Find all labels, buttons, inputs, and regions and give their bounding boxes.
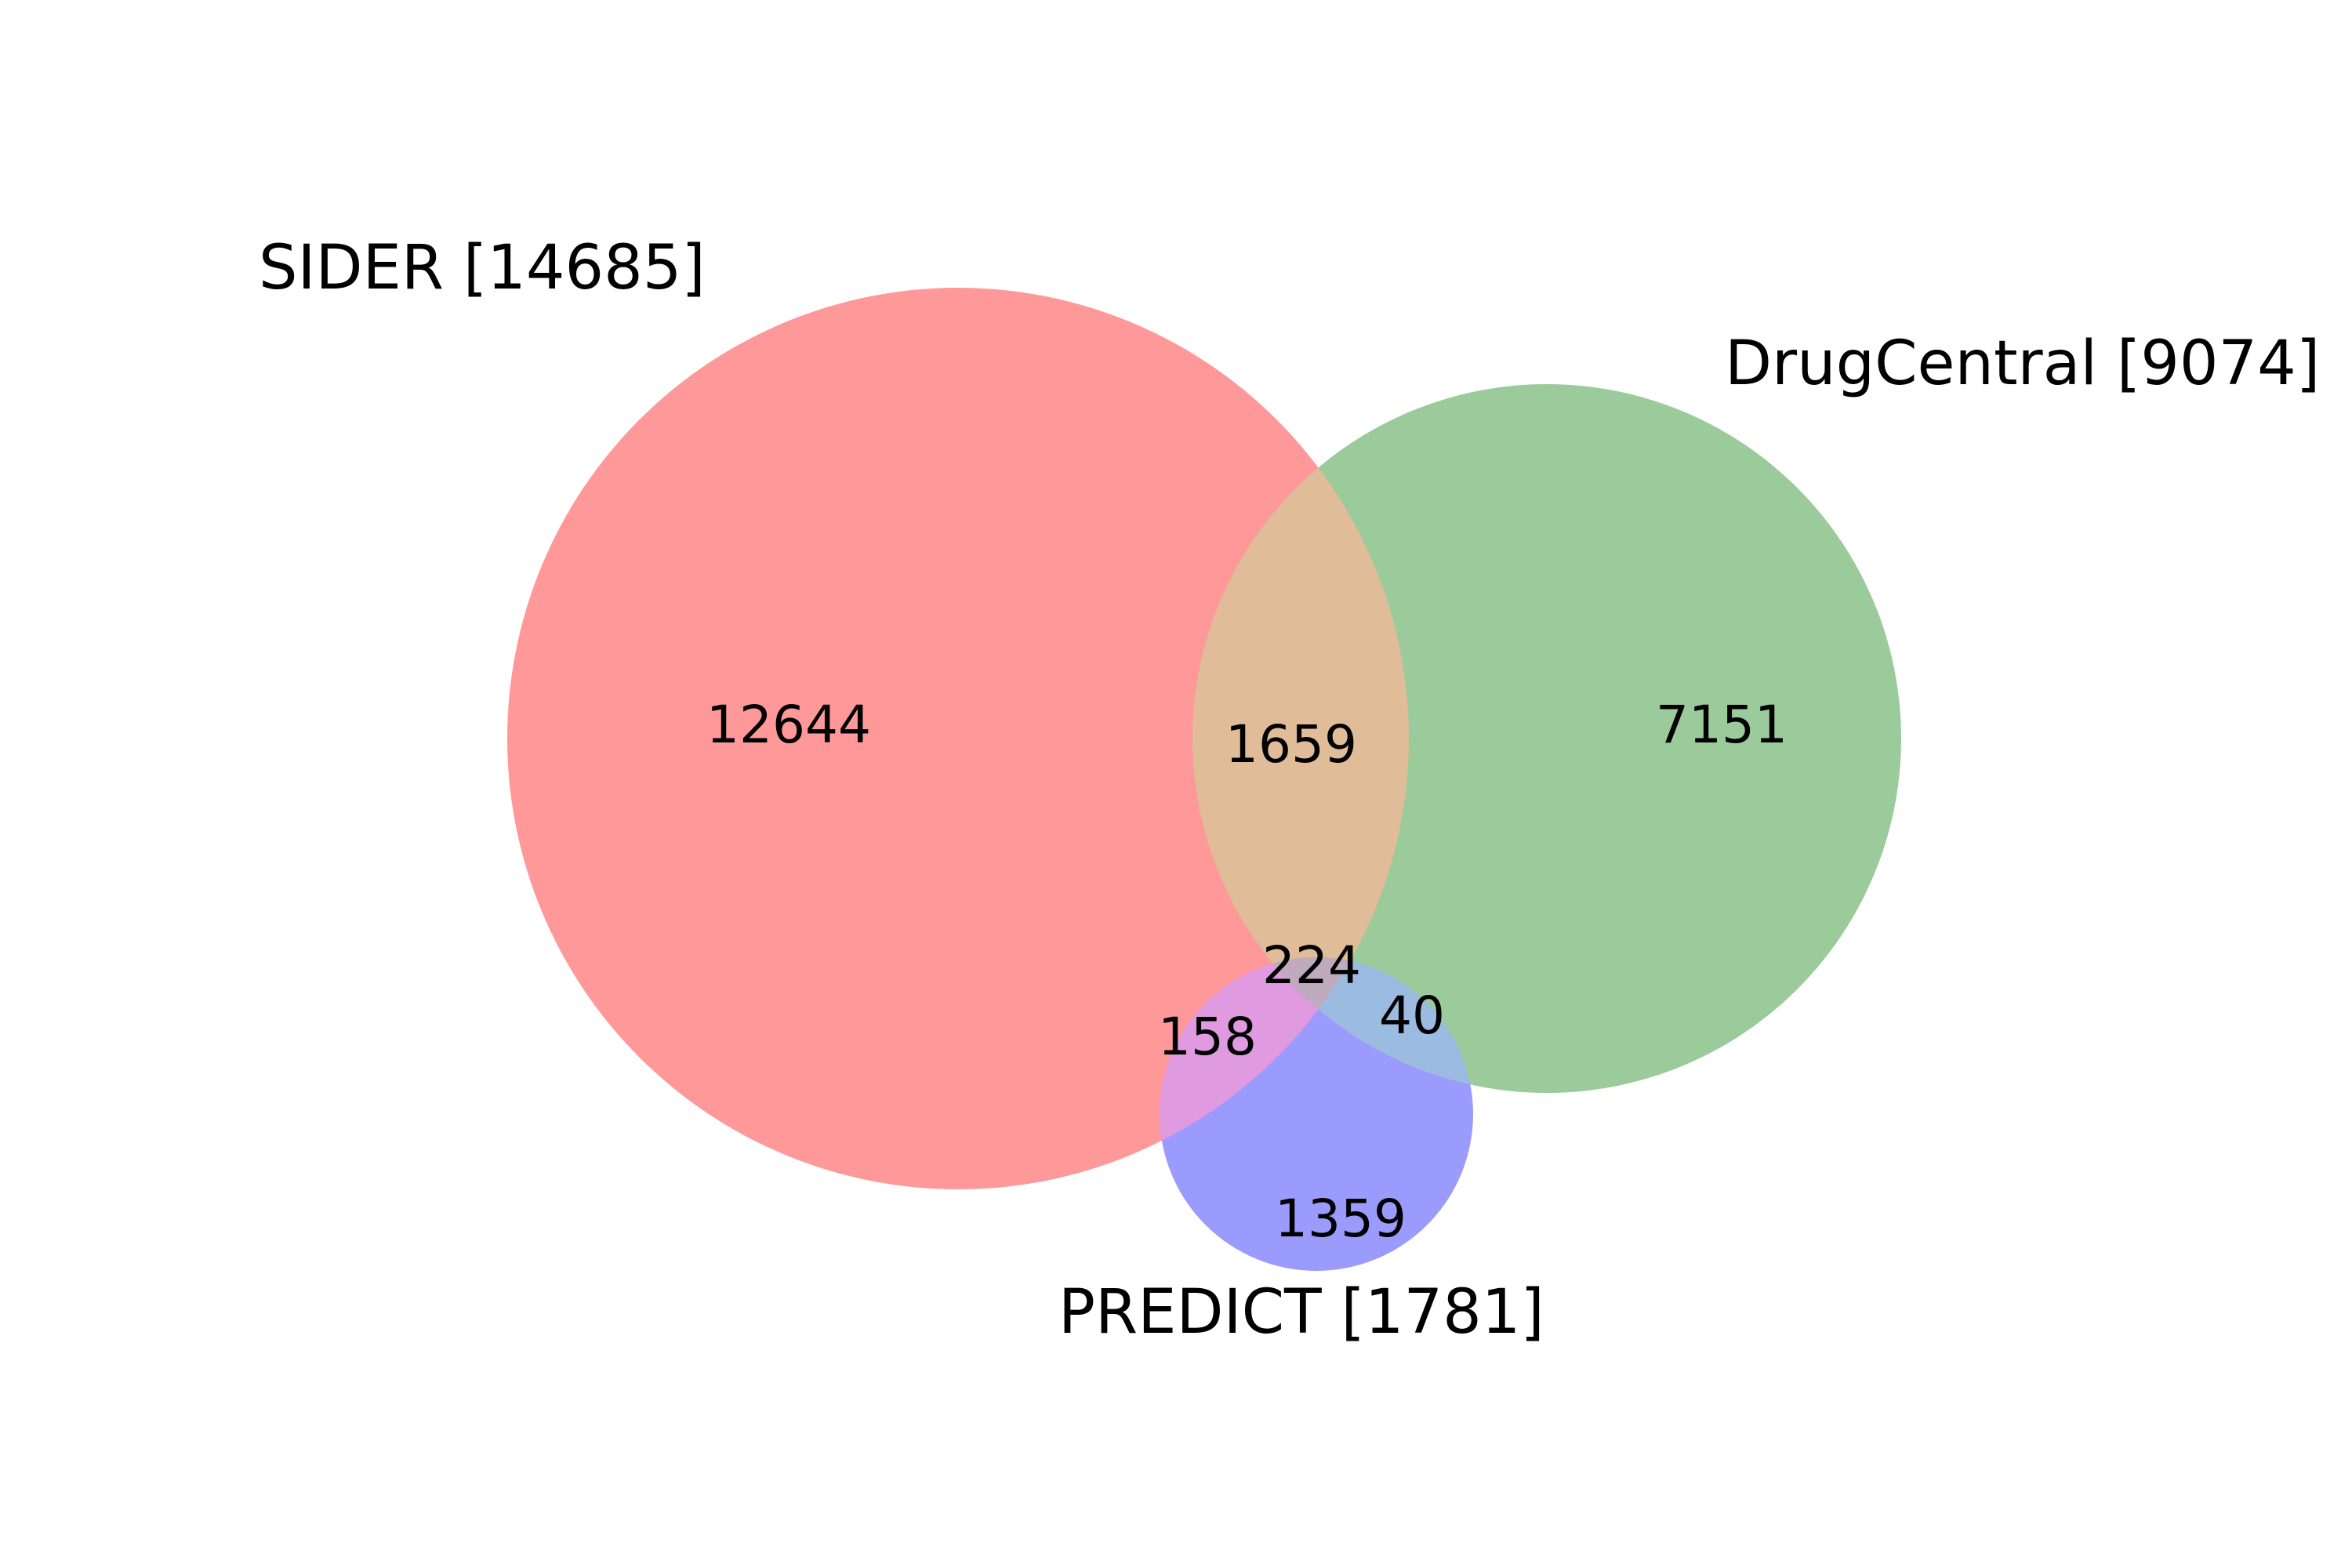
sider-predict-count: 158 <box>1158 1007 1257 1067</box>
drugcentral-set-label: DrugCentral [9074] <box>1725 328 2320 399</box>
drugcentral-only-count: 7151 <box>1656 695 1788 755</box>
sider-set-label: SIDER [14685] <box>259 233 706 303</box>
sider-circle <box>507 288 1409 1189</box>
sider-drugcentral-overlap <box>1192 384 1409 1093</box>
predict-set-label: PREDICT [1781] <box>1058 1277 1544 1348</box>
all-three-count: 224 <box>1262 935 1361 996</box>
sider-only-count: 12644 <box>706 695 871 755</box>
predict-only-count: 1359 <box>1275 1189 1406 1249</box>
sider-drugcentral-count: 1659 <box>1225 714 1357 775</box>
drugcentral-predict-count: 40 <box>1379 985 1445 1046</box>
